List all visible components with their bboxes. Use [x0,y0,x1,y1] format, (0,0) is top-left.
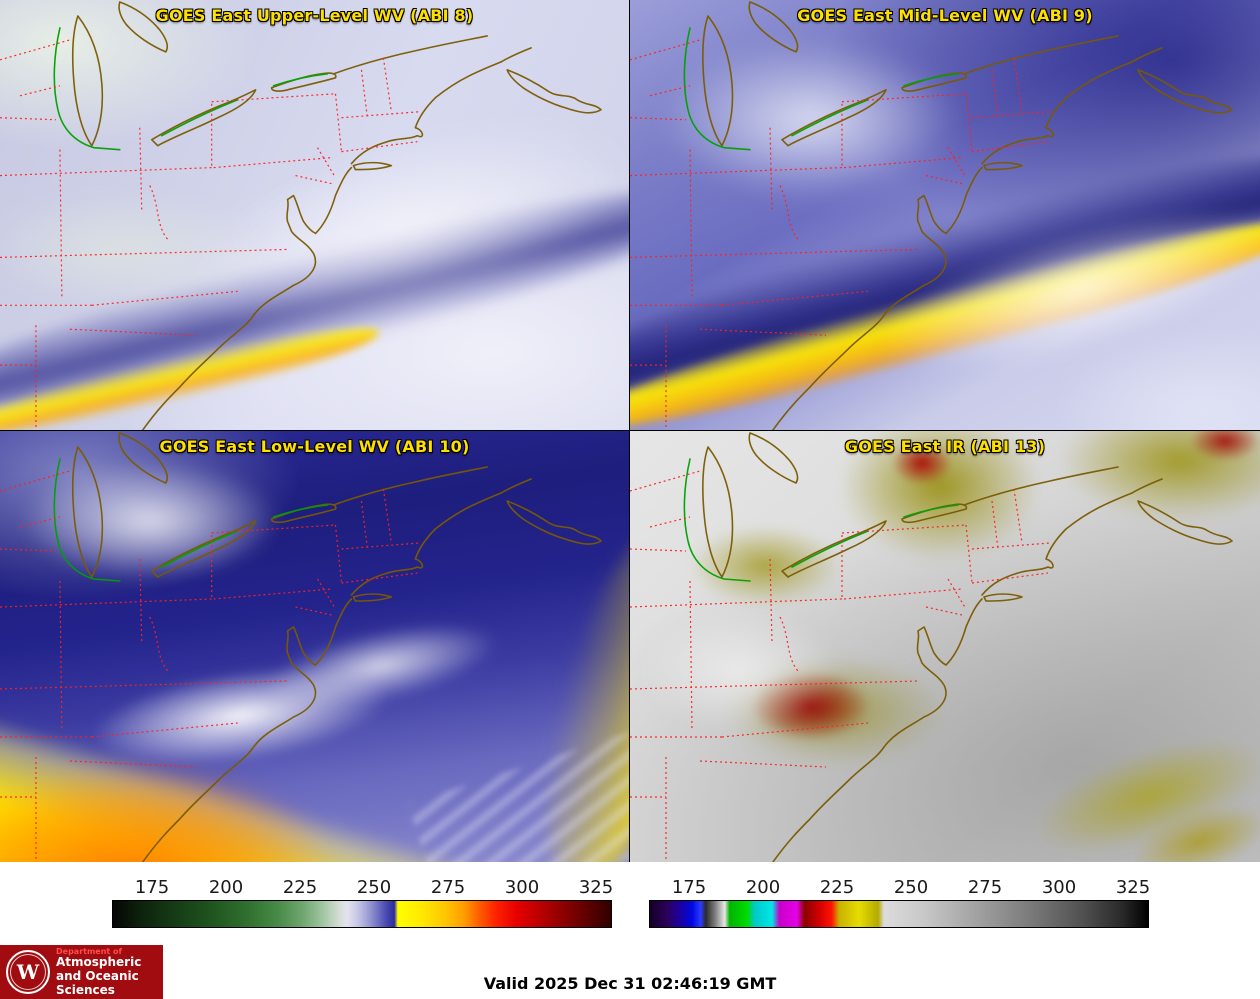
map-overlay [630,0,1260,430]
colorbar-wv: 175 200 225 250 275 300 325 [112,874,614,928]
panel-ir: GOES East IR (ABI 13) [630,431,1260,862]
map-overlay [630,431,1260,862]
colorbar-gradient-ir [649,900,1149,928]
tick-label: 300 [504,877,540,898]
tick-label: 200 [208,877,244,898]
colorbar-row: 175 200 225 250 275 300 325 175 200 225 … [0,874,1260,938]
tick-label: 275 [430,877,466,898]
tick-label: 275 [967,877,1003,898]
panel-upper-level-wv: GOES East Upper-Level WV (ABI 8) [0,0,630,431]
tick-label: 225 [282,877,318,898]
tick-label: 250 [356,877,392,898]
university-logo: W Department of Atmospheric and Oceanic … [0,945,163,999]
tick-label: 250 [893,877,929,898]
colorbar-ir-ticks: 175 200 225 250 275 300 325 [649,874,1151,900]
tick-label: 200 [745,877,781,898]
logo-text: Department of Atmospheric and Oceanic Sc… [56,947,157,998]
ir-light-area [640,611,840,731]
tick-label: 325 [1115,877,1151,898]
logo-name-line1: Atmospheric [56,954,142,969]
colorbar-ir: 175 200 225 250 275 300 325 [649,874,1151,928]
panel-grid: GOES East Upper-Level WV (ABI 8) GOES Ea… [0,0,1260,862]
panel-low-level-wv: GOES East Low-Level WV (ABI 10) [0,431,630,862]
colorbar-gradient-wv [112,900,612,928]
tick-label: 300 [1041,877,1077,898]
map-overlay [0,0,629,430]
cloud-patch [20,461,280,581]
tick-label: 175 [671,877,707,898]
map-overlay [0,431,629,862]
panel-title-abi9: GOES East Mid-Level WV (ABI 9) [797,6,1093,25]
panel-title-abi8: GOES East Upper-Level WV (ABI 8) [155,6,474,25]
university-crest-icon: W [6,950,50,994]
tick-label: 225 [819,877,855,898]
colorbar-wv-ticks: 175 200 225 250 275 300 325 [112,874,614,900]
panel-title-abi13: GOES East IR (ABI 13) [844,437,1046,456]
ir-coldest-core [892,441,952,485]
tick-label: 175 [134,877,170,898]
panel-mid-level-wv: GOES East Mid-Level WV (ABI 9) [630,0,1260,431]
tick-label: 325 [578,877,614,898]
logo-dept-prefix: Department of [56,946,123,956]
panel-title-abi10: GOES East Low-Level WV (ABI 10) [159,437,470,456]
logo-name-line2: and Oceanic Sciences [56,968,139,997]
valid-time-label: Valid 2025 Dec 31 02:46:19 GMT [483,974,777,993]
wv-light-area [0,190,270,310]
